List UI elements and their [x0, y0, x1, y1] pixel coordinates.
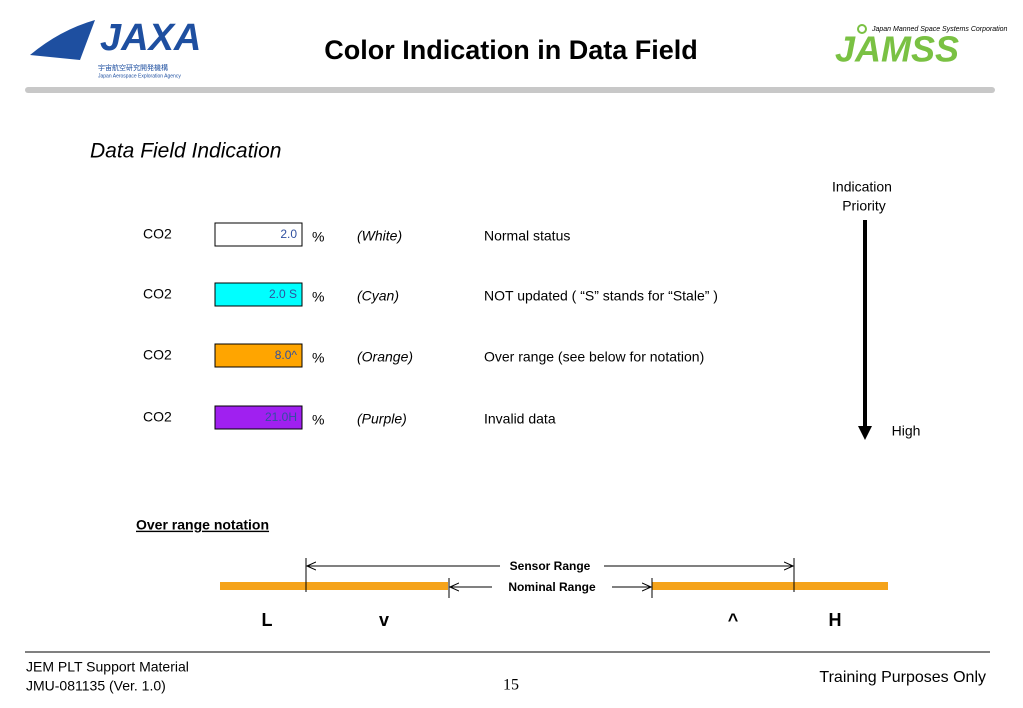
- field-box: [214, 282, 303, 307]
- description: Over range (see below for notation): [484, 349, 704, 365]
- field-unit: %: [312, 412, 324, 428]
- range-bar: [220, 582, 448, 590]
- range-marker: L: [262, 610, 273, 630]
- rows: CO2 2.0% (White) Normal status CO2 2.0 S% (Cya…: [143, 222, 718, 430]
- section-title: Data Field Indication: [90, 140, 281, 163]
- field-box: [214, 343, 303, 368]
- jamss-mark: JAMSS: [835, 29, 959, 70]
- priority-end: High: [892, 423, 921, 439]
- priority-title: Indication: [832, 179, 892, 195]
- field-label: CO2: [143, 286, 172, 302]
- field-unit: %: [312, 229, 324, 245]
- field-label: CO2: [143, 226, 172, 242]
- label-bg: [492, 580, 612, 596]
- over-range-title: Over range notation: [136, 517, 269, 533]
- range-marker: ^: [728, 610, 739, 630]
- jaxa-swoosh: [30, 20, 95, 60]
- footer-right: Training Purposes Only: [819, 669, 986, 686]
- header-bar: [25, 87, 995, 93]
- field-box: [214, 405, 303, 430]
- field-label: CO2: [143, 409, 172, 425]
- field-unit: %: [312, 350, 324, 366]
- description: Invalid data: [484, 411, 556, 427]
- color-name: (Cyan): [357, 288, 399, 304]
- jamss-dot: [857, 24, 867, 34]
- range-marker: v: [379, 610, 389, 630]
- slide-title: Color Indication in Data Field: [324, 35, 698, 65]
- field-box: [214, 222, 303, 247]
- sensor-range-label: Sensor Range: [510, 559, 591, 573]
- priority-title: Priority: [842, 198, 886, 214]
- description: NOT updated ( “S” stands for “Stale” ): [484, 288, 718, 304]
- description: Normal status: [484, 228, 570, 244]
- page-number: 15: [503, 677, 519, 694]
- field-unit: %: [312, 289, 324, 305]
- field-value: 21.0H: [265, 410, 297, 424]
- jaxa-name-jp: 宇宙航空研究開発機構: [98, 63, 168, 72]
- field-value: 2.0: [280, 227, 297, 241]
- field-label: CO2: [143, 347, 172, 363]
- range-marker: H: [829, 610, 842, 630]
- range-bar: [652, 582, 888, 590]
- jaxa-mark: JAXA: [100, 17, 201, 59]
- nominal-range-label: Nominal Range: [508, 580, 596, 594]
- color-name: (White): [357, 228, 402, 244]
- jaxa-name-en: Japan Aerospace Exploration Agency: [98, 73, 181, 79]
- label-bg: [500, 558, 604, 574]
- priority-arrowhead: [858, 426, 872, 440]
- color-name: (Orange): [357, 349, 413, 365]
- jamss-name: Japan Manned Space Systems Corporation: [871, 26, 1008, 33]
- color-name: (Purple): [357, 411, 407, 427]
- footer-line: JMU-081135 (Ver. 1.0): [26, 678, 166, 694]
- field-value: 2.0 S: [269, 287, 297, 301]
- footer-line: JEM PLT Support Material: [26, 659, 189, 675]
- field-value: 8.0^: [275, 348, 298, 362]
